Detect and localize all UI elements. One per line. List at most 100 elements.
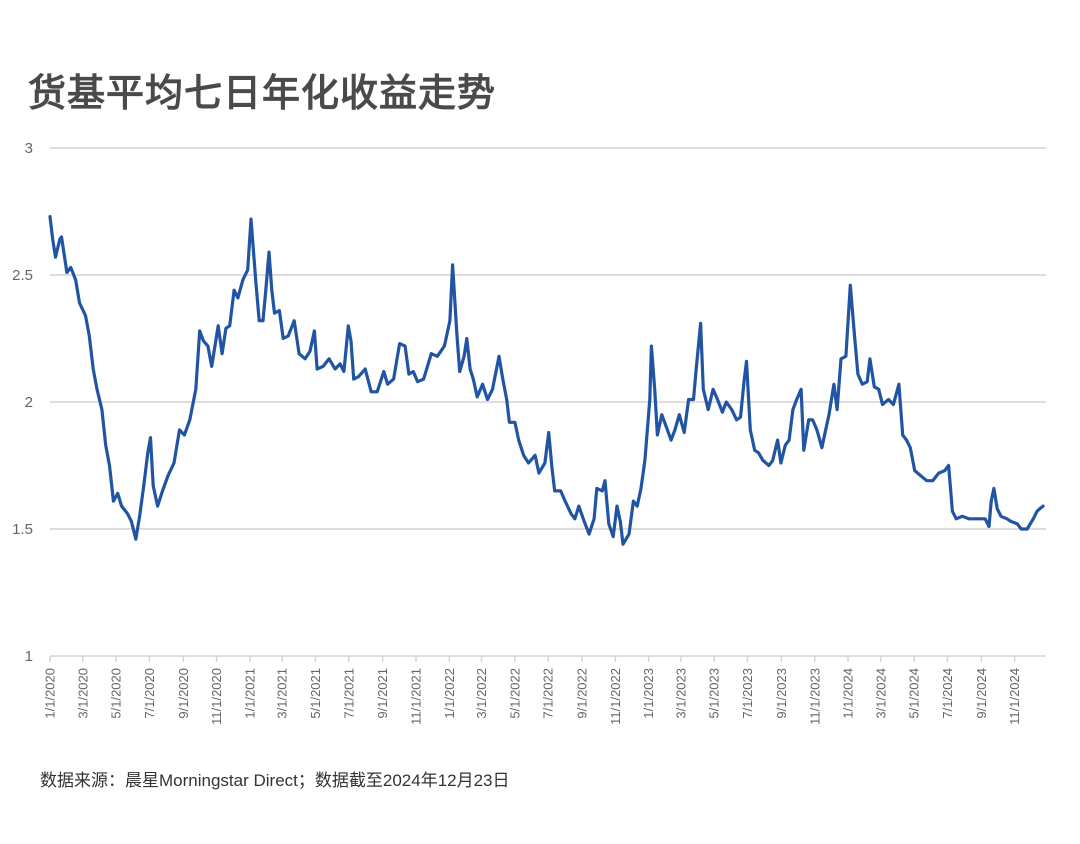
data-point: [1039, 507, 1041, 510]
data-point: [66, 271, 68, 274]
data-point: [152, 485, 155, 487]
data-point: [861, 383, 864, 386]
data-point: [993, 487, 995, 490]
data-point: [644, 459, 646, 462]
x-tick-label: 11/1/2023: [807, 668, 822, 725]
data-point: [116, 492, 119, 495]
data-point: [678, 413, 681, 416]
data-point: [51, 238, 54, 241]
data-point: [350, 340, 352, 342]
data-point: [707, 408, 710, 411]
data-point: [866, 380, 868, 383]
data-point: [422, 378, 425, 380]
data-point: [298, 352, 300, 355]
data-point: [96, 388, 98, 391]
data-point: [574, 518, 576, 520]
data-point: [207, 345, 209, 347]
data-point: [687, 398, 690, 401]
data-point: [828, 413, 830, 416]
data-point: [142, 487, 145, 490]
data-point: [282, 337, 285, 340]
x-tick-label: 7/1/2023: [740, 668, 755, 719]
data-point: [664, 424, 667, 426]
data-point: [887, 398, 890, 401]
data-point: [622, 543, 624, 546]
x-tick-label: 1/1/2022: [442, 668, 457, 719]
data-point: [376, 391, 379, 393]
data-point: [824, 431, 826, 434]
data-point: [721, 411, 724, 413]
data-point: [408, 373, 410, 375]
data-point: [146, 452, 149, 454]
data-point: [695, 368, 698, 370]
data-point: [795, 398, 798, 401]
data-point: [604, 479, 606, 482]
data-point: [925, 479, 928, 482]
data-point: [74, 279, 77, 281]
data-point: [943, 469, 946, 472]
data-point: [653, 388, 656, 391]
data-point: [588, 533, 590, 535]
data-point: [357, 375, 360, 378]
data-point: [104, 444, 107, 446]
data-point: [840, 358, 842, 360]
data-point: [287, 335, 289, 337]
data-point: [990, 500, 992, 502]
data-point: [304, 358, 306, 360]
data-point: [339, 363, 341, 365]
data-point: [640, 487, 642, 490]
data-point: [608, 523, 610, 525]
data-point: [120, 505, 123, 507]
data-point: [386, 383, 389, 386]
y-tick-label: 1: [25, 648, 33, 665]
data-point: [198, 330, 201, 332]
data-point: [619, 520, 622, 523]
x-tick-label: 3/1/2022: [474, 668, 489, 719]
data-point: [505, 398, 508, 401]
y-tick-label: 2.5: [12, 267, 33, 284]
x-tick-label: 3/1/2021: [275, 668, 290, 719]
data-point: [919, 474, 922, 477]
data-point: [996, 507, 998, 510]
data-point: [601, 490, 604, 492]
data-point: [481, 383, 484, 386]
x-tick-label: 11/1/2021: [408, 668, 423, 725]
data-point: [126, 512, 129, 515]
data-point: [502, 378, 504, 380]
data-point: [1010, 520, 1012, 523]
data-point: [661, 413, 663, 416]
data-point: [730, 408, 733, 411]
y-tick-label: 3: [25, 140, 33, 157]
data-point: [650, 345, 653, 347]
data-point: [988, 525, 990, 528]
data-point: [156, 505, 159, 507]
data-point: [670, 439, 672, 441]
data-point: [161, 490, 164, 492]
data-point: [553, 490, 556, 492]
data-point: [237, 297, 239, 299]
data-point: [811, 418, 814, 421]
x-tick-label: 5/1/2022: [507, 668, 522, 719]
data-point: [1026, 528, 1029, 530]
data-point: [845, 355, 847, 358]
data-point: [980, 518, 983, 520]
data-point: [436, 355, 439, 358]
data-point: [898, 383, 900, 386]
data-point: [343, 370, 345, 373]
data-point: [951, 510, 954, 513]
data-point: [258, 319, 261, 322]
data-point: [674, 429, 676, 431]
data-point: [328, 358, 330, 360]
x-tick-label: 9/1/2024: [974, 668, 989, 719]
data-point: [792, 408, 794, 411]
data-point: [101, 408, 103, 411]
data-point: [278, 309, 281, 312]
data-point: [564, 500, 566, 502]
data-point: [955, 518, 958, 520]
data-point: [228, 325, 231, 327]
data-point: [262, 319, 264, 322]
data-point: [967, 518, 970, 520]
data-point: [78, 302, 81, 304]
data-point: [745, 360, 748, 363]
